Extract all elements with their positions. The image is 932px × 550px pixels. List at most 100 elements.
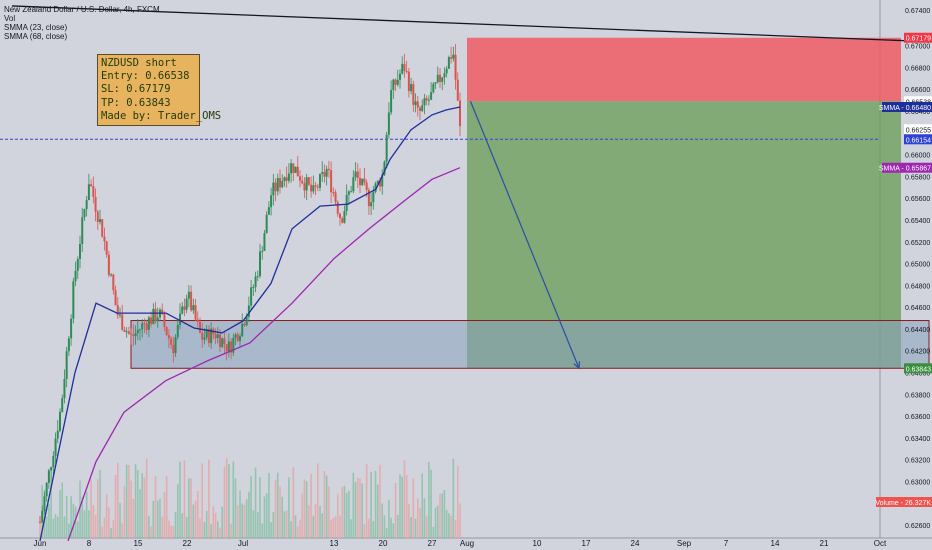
candle[interactable]: [143, 323, 146, 325]
candle[interactable]: [350, 191, 353, 193]
candle[interactable]: [307, 177, 310, 185]
candle[interactable]: [301, 180, 304, 184]
candle[interactable]: [416, 101, 419, 108]
candle[interactable]: [234, 334, 237, 338]
price-tag[interactable]: [904, 124, 932, 135]
candle[interactable]: [154, 308, 157, 322]
candle[interactable]: [343, 211, 346, 223]
candle[interactable]: [116, 305, 119, 316]
candle[interactable]: [70, 318, 73, 339]
candle[interactable]: [327, 168, 330, 171]
candle[interactable]: [127, 331, 130, 334]
candle[interactable]: [227, 341, 230, 352]
candle[interactable]: [161, 309, 164, 315]
candle[interactable]: [436, 74, 439, 83]
candle[interactable]: [412, 84, 415, 105]
candle[interactable]: [225, 344, 228, 352]
candle[interactable]: [194, 305, 197, 320]
candle[interactable]: [270, 195, 273, 208]
candle[interactable]: [96, 211, 99, 222]
candle[interactable]: [145, 323, 148, 330]
candle[interactable]: [383, 161, 386, 175]
candle[interactable]: [74, 270, 77, 282]
candle[interactable]: [141, 323, 144, 330]
candle[interactable]: [201, 332, 204, 340]
candle[interactable]: [252, 287, 255, 289]
price-tag[interactable]: [904, 96, 932, 107]
candle[interactable]: [59, 411, 61, 431]
candle[interactable]: [156, 317, 159, 322]
candle[interactable]: [67, 338, 70, 352]
candle[interactable]: [325, 168, 328, 177]
candle[interactable]: [379, 180, 381, 187]
candle[interactable]: [90, 184, 93, 187]
candle[interactable]: [459, 100, 461, 127]
candle[interactable]: [232, 337, 235, 353]
candle[interactable]: [399, 73, 401, 80]
candle[interactable]: [385, 134, 388, 162]
candle[interactable]: [56, 430, 59, 439]
candle[interactable]: [139, 329, 141, 331]
candle[interactable]: [243, 323, 246, 326]
candle[interactable]: [47, 470, 50, 483]
candle[interactable]: [454, 54, 457, 80]
candle[interactable]: [163, 314, 166, 327]
candle[interactable]: [179, 313, 181, 326]
candle[interactable]: [181, 306, 184, 314]
candle[interactable]: [321, 172, 324, 174]
candle[interactable]: [259, 251, 261, 277]
candle[interactable]: [272, 182, 275, 196]
candle[interactable]: [401, 63, 404, 74]
candle[interactable]: [65, 351, 68, 379]
candle[interactable]: [372, 191, 375, 203]
legend-smma-fast[interactable]: SMMA (23, close): [4, 23, 68, 32]
candle[interactable]: [167, 335, 170, 339]
candle[interactable]: [359, 177, 361, 186]
candle[interactable]: [207, 328, 210, 344]
candle[interactable]: [445, 68, 448, 74]
candle[interactable]: [274, 182, 277, 192]
candle[interactable]: [339, 213, 341, 219]
candle[interactable]: [354, 171, 357, 178]
candle[interactable]: [316, 186, 319, 188]
candle[interactable]: [221, 338, 224, 348]
candle[interactable]: [439, 74, 441, 82]
candle[interactable]: [50, 467, 53, 471]
volume-tag[interactable]: [876, 497, 932, 507]
candle[interactable]: [236, 334, 239, 341]
legend-volume[interactable]: Vol: [4, 14, 16, 23]
candle[interactable]: [421, 105, 424, 111]
candle[interactable]: [247, 305, 250, 317]
candle[interactable]: [261, 250, 264, 252]
candle[interactable]: [185, 298, 188, 310]
price-tag[interactable]: [904, 363, 932, 374]
candle[interactable]: [61, 398, 64, 412]
candle[interactable]: [425, 98, 428, 101]
candle[interactable]: [285, 177, 288, 181]
candle[interactable]: [132, 334, 135, 337]
candle[interactable]: [245, 316, 248, 326]
candle[interactable]: [347, 191, 350, 195]
candle[interactable]: [287, 173, 290, 181]
candle[interactable]: [294, 166, 297, 173]
candle[interactable]: [419, 107, 421, 111]
candle[interactable]: [332, 192, 335, 194]
legend-smma-slow[interactable]: SMMA (68, close): [4, 32, 68, 41]
candle[interactable]: [365, 182, 368, 190]
candle[interactable]: [92, 186, 95, 197]
candle[interactable]: [41, 510, 44, 523]
candle[interactable]: [452, 54, 455, 59]
candle[interactable]: [136, 329, 139, 334]
candle[interactable]: [310, 184, 313, 192]
candle[interactable]: [314, 185, 317, 187]
candle[interactable]: [312, 185, 315, 192]
candle[interactable]: [239, 336, 241, 341]
candle[interactable]: [374, 183, 377, 192]
candle[interactable]: [392, 79, 395, 90]
candle[interactable]: [219, 334, 221, 348]
candle[interactable]: [423, 98, 426, 106]
candle[interactable]: [432, 83, 435, 93]
candle[interactable]: [363, 178, 366, 183]
candle[interactable]: [134, 333, 137, 337]
candle[interactable]: [107, 254, 110, 275]
